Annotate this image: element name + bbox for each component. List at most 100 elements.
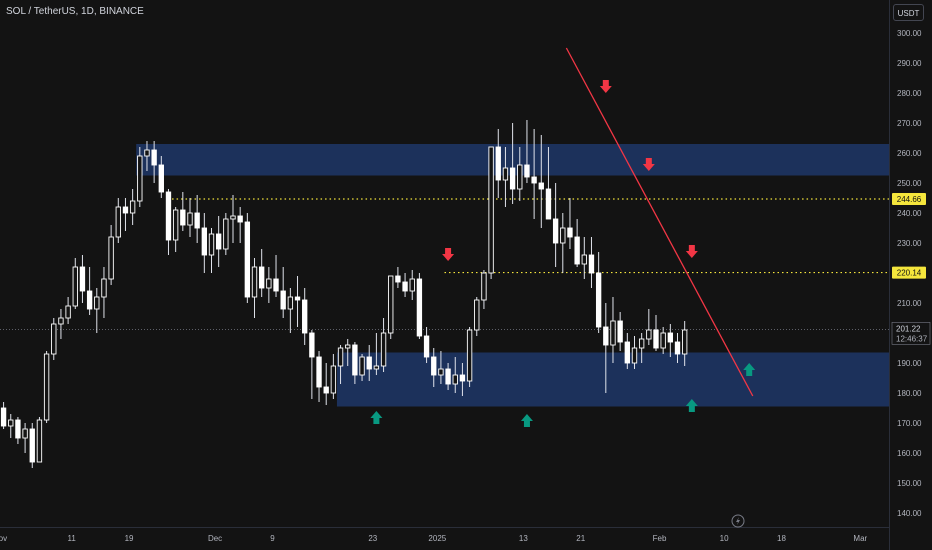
candle-body: [502, 167, 509, 181]
y-tick-label: 280.00: [897, 89, 922, 98]
candle-body: [682, 329, 688, 355]
y-tick-label: 170.00: [897, 419, 922, 428]
candle-body: [158, 164, 164, 193]
arrow-up-icon: [520, 414, 533, 427]
x-tick-label: 18: [777, 534, 786, 543]
candle-body: [560, 227, 566, 244]
candle-body: [0, 407, 7, 427]
y-tick-label: 270.00: [897, 119, 922, 128]
candle-body: [359, 356, 365, 376]
candle-body: [187, 212, 193, 226]
candle-body: [180, 209, 186, 226]
lightning-icon-ring: [731, 514, 745, 528]
candle-body: [524, 164, 530, 178]
candle-body: [631, 347, 638, 364]
candle-body: [29, 428, 35, 463]
x-tick-label: 11: [68, 534, 77, 543]
x-tick-label: 10: [720, 534, 729, 543]
arrow-up-icon: [370, 411, 383, 424]
x-tick-label: 9: [270, 534, 275, 543]
level-price-label: 220.14: [897, 269, 922, 278]
candle-body: [380, 332, 387, 367]
candle-body: [581, 254, 587, 265]
candle-body: [474, 299, 480, 331]
candle-body: [294, 296, 301, 301]
candle-body: [345, 344, 351, 349]
y-tick-label: 300.00: [897, 29, 922, 38]
candle-body: [552, 218, 559, 244]
candle-body: [58, 317, 64, 325]
candle-body: [51, 323, 57, 355]
candle-body: [223, 218, 229, 250]
x-tick-label: Nov: [0, 534, 7, 543]
y-tick-label: 210.00: [897, 299, 922, 308]
candle-body: [466, 329, 473, 382]
candle-body: [65, 305, 71, 319]
arrow-down-icon: [442, 248, 455, 261]
trendline: [565, 47, 754, 397]
levels-layer: [0, 198, 889, 330]
candle-body: [653, 329, 659, 349]
candle-body: [101, 278, 107, 298]
candle-body: [646, 329, 652, 340]
candle-body: [445, 368, 451, 385]
candle-body: [373, 365, 380, 370]
candle-body: [538, 182, 544, 190]
candle-body: [165, 191, 172, 241]
currency-button[interactable]: USDT: [893, 4, 924, 21]
candle-body: [337, 347, 344, 367]
y-tick-label: 190.00: [897, 359, 922, 368]
candle-body: [388, 275, 394, 334]
last-price-tag: [891, 322, 931, 345]
candle-body: [667, 332, 674, 343]
level-price-label: 244.66: [897, 195, 922, 204]
candle-body: [79, 266, 86, 292]
y-tick-label: 180.00: [897, 389, 922, 398]
x-tick-label: 2025: [428, 534, 446, 543]
y-tick-label: 260.00: [897, 149, 922, 158]
candle-body: [43, 353, 50, 421]
y-tick-label: 160.00: [897, 449, 922, 458]
candle-body: [488, 146, 494, 274]
y-tick-label: 290.00: [897, 59, 922, 68]
candle-body: [86, 290, 93, 310]
candle-body: [545, 188, 552, 220]
candle-body: [94, 296, 100, 310]
symbol-title[interactable]: SOL / TetherUS, 1D, BINANCE: [6, 6, 144, 17]
candle-body: [323, 386, 329, 394]
level-price-tag: [892, 193, 926, 206]
candle-body: [194, 212, 200, 229]
candle-body: [144, 149, 150, 157]
candle-body: [595, 272, 602, 328]
candle-body: [438, 368, 444, 376]
candle-body: [452, 374, 458, 385]
candles-layer: [0, 120, 688, 468]
candle-body: [416, 278, 423, 337]
arrow-down-icon: [685, 245, 698, 258]
candle-body: [660, 332, 666, 349]
x-tick-label: Mar: [853, 534, 867, 543]
candle-body: [8, 419, 14, 427]
candle-body: [459, 374, 466, 382]
candle-body: [316, 356, 322, 388]
x-tick-label: 21: [576, 534, 585, 543]
candle-body: [72, 266, 78, 307]
candle-body: [115, 206, 121, 238]
candle-body: [603, 326, 609, 346]
candle-body: [531, 176, 537, 184]
candle-body: [22, 428, 28, 439]
candle-body: [366, 356, 372, 370]
candle-body: [122, 206, 129, 214]
candle-body: [129, 200, 136, 214]
candle-body: [302, 299, 308, 334]
candle-body: [244, 221, 251, 298]
candle-body: [151, 149, 157, 166]
candle-body: [137, 155, 143, 202]
candle-body: [574, 236, 580, 265]
candle-body: [251, 266, 258, 298]
candle-body: [402, 281, 408, 292]
candle-body: [588, 254, 595, 274]
candle-body: [309, 332, 315, 358]
